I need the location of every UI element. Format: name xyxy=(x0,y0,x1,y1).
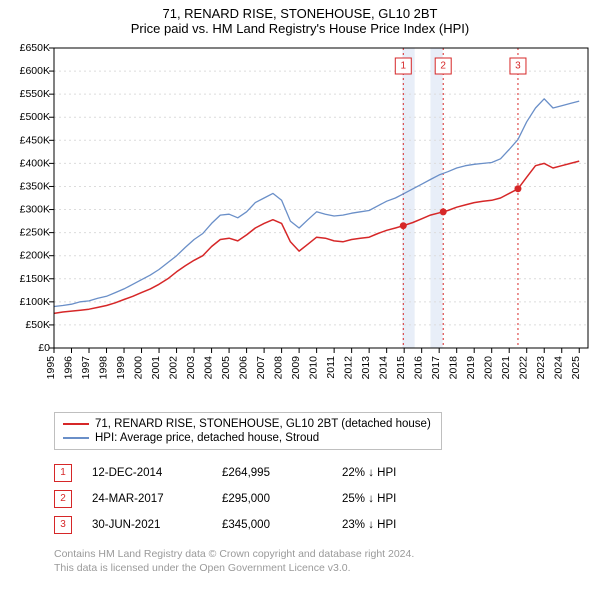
svg-text:2014: 2014 xyxy=(378,356,390,380)
svg-text:2: 2 xyxy=(440,61,446,72)
price-chart: £0 £50K £100K £150K £200K £250K £300K £350K £400… xyxy=(8,42,592,404)
legend-label-series2: HPI: Average price, detached house, Stro… xyxy=(95,432,319,444)
tx-badge: 3 xyxy=(54,516,72,534)
svg-text:2022: 2022 xyxy=(518,356,530,380)
legend-label-series1: 71, RENARD RISE, STONEHOUSE, GL10 2BT (d… xyxy=(95,418,431,430)
svg-text:£250K: £250K xyxy=(20,227,50,239)
svg-text:2019: 2019 xyxy=(465,356,477,380)
legend-swatch-series1 xyxy=(63,423,89,425)
svg-text:1997: 1997 xyxy=(80,356,92,380)
tx-price: £345,000 xyxy=(222,519,322,531)
svg-text:1: 1 xyxy=(401,61,407,72)
legend-box: 71, RENARD RISE, STONEHOUSE, GL10 2BT (d… xyxy=(54,412,442,450)
page-title-line2: Price paid vs. HM Land Registry's House … xyxy=(8,21,592,36)
svg-text:2007: 2007 xyxy=(255,356,267,380)
table-row: 3 30-JUN-2021 £345,000 23% ↓ HPI xyxy=(54,512,592,538)
svg-text:£50K: £50K xyxy=(25,319,50,331)
svg-text:2018: 2018 xyxy=(448,356,460,380)
legend-item-series2: HPI: Average price, detached house, Stro… xyxy=(63,431,431,445)
svg-text:£400K: £400K xyxy=(20,157,50,169)
transactions-table: 1 12-DEC-2014 £264,995 22% ↓ HPI 2 24-MA… xyxy=(54,460,592,538)
svg-text:2017: 2017 xyxy=(430,356,442,380)
svg-text:2025: 2025 xyxy=(570,356,582,380)
svg-text:2008: 2008 xyxy=(273,356,285,380)
footer-line2: This data is licensed under the Open Gov… xyxy=(54,562,592,576)
tx-delta: 25% ↓ HPI xyxy=(342,493,462,505)
svg-text:£300K: £300K xyxy=(20,204,50,216)
svg-text:2024: 2024 xyxy=(553,356,565,380)
svg-text:£550K: £550K xyxy=(20,88,50,100)
svg-text:1999: 1999 xyxy=(115,356,127,380)
svg-text:2012: 2012 xyxy=(343,356,355,380)
svg-text:2009: 2009 xyxy=(290,356,302,380)
svg-text:2016: 2016 xyxy=(413,356,425,380)
svg-text:£600K: £600K xyxy=(20,65,50,77)
page-title-line1: 71, RENARD RISE, STONEHOUSE, GL10 2BT xyxy=(8,6,592,21)
table-row: 1 12-DEC-2014 £264,995 22% ↓ HPI xyxy=(54,460,592,486)
tx-price: £295,000 xyxy=(222,493,322,505)
svg-text:2013: 2013 xyxy=(360,356,372,380)
svg-text:£350K: £350K xyxy=(20,180,50,192)
svg-text:2011: 2011 xyxy=(325,356,337,379)
svg-text:2001: 2001 xyxy=(150,356,162,380)
svg-text:2010: 2010 xyxy=(308,356,320,380)
tx-delta: 23% ↓ HPI xyxy=(342,519,462,531)
legend-item-series1: 71, RENARD RISE, STONEHOUSE, GL10 2BT (d… xyxy=(63,417,431,431)
tx-badge: 1 xyxy=(54,464,72,482)
svg-text:2015: 2015 xyxy=(395,356,407,380)
svg-text:£500K: £500K xyxy=(20,111,50,123)
svg-text:£650K: £650K xyxy=(20,42,50,54)
legend-swatch-series2 xyxy=(63,437,89,439)
svg-text:1996: 1996 xyxy=(63,356,75,380)
tx-date: 30-JUN-2021 xyxy=(92,519,202,531)
svg-text:£0: £0 xyxy=(38,342,50,354)
svg-text:£100K: £100K xyxy=(20,296,50,308)
footer-attribution: Contains HM Land Registry data © Crown c… xyxy=(54,548,592,575)
svg-text:£150K: £150K xyxy=(20,273,50,285)
tx-price: £264,995 xyxy=(222,467,322,479)
svg-text:£450K: £450K xyxy=(20,134,50,146)
svg-text:2003: 2003 xyxy=(185,356,197,380)
svg-text:1998: 1998 xyxy=(98,356,110,380)
svg-text:2000: 2000 xyxy=(133,356,145,380)
svg-text:2020: 2020 xyxy=(483,356,495,380)
tx-delta: 22% ↓ HPI xyxy=(342,467,462,479)
tx-badge: 2 xyxy=(54,490,72,508)
svg-text:£200K: £200K xyxy=(20,250,50,262)
footer-line1: Contains HM Land Registry data © Crown c… xyxy=(54,548,592,562)
svg-text:2006: 2006 xyxy=(238,356,250,380)
svg-text:2005: 2005 xyxy=(220,356,232,380)
svg-text:2002: 2002 xyxy=(168,356,180,380)
svg-text:2004: 2004 xyxy=(203,356,215,380)
tx-date: 12-DEC-2014 xyxy=(92,467,202,479)
table-row: 2 24-MAR-2017 £295,000 25% ↓ HPI xyxy=(54,486,592,512)
tx-date: 24-MAR-2017 xyxy=(92,493,202,505)
svg-text:2023: 2023 xyxy=(535,356,547,380)
svg-text:2021: 2021 xyxy=(500,356,512,380)
svg-text:1995: 1995 xyxy=(45,356,57,380)
svg-text:3: 3 xyxy=(515,61,521,72)
